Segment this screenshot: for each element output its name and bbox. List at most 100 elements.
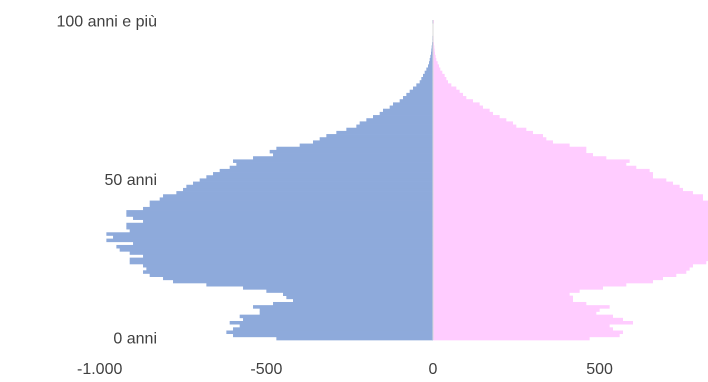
bar-left-age-63 — [319, 137, 433, 141]
bar-right-age-90 — [433, 51, 435, 56]
bar-right-age-81 — [433, 80, 448, 84]
bar-left-age-13 — [286, 295, 433, 300]
bar-right-age-4 — [433, 324, 610, 328]
bar-left-age-53 — [219, 168, 433, 173]
bar-left-age-30 — [133, 241, 433, 246]
bar-left-age-42 — [149, 203, 433, 208]
bar-right-age-21 — [433, 270, 687, 274]
bar-left-age-27 — [129, 251, 433, 255]
bar-right-age-13 — [433, 295, 573, 300]
bar-right-age-63 — [433, 137, 547, 141]
bar-left-age-83 — [423, 73, 433, 78]
bar-left-age-33 — [106, 232, 434, 236]
bar-right-age-18 — [433, 279, 653, 284]
bar-right-age-14 — [433, 292, 570, 296]
bar-left-age-92 — [431, 45, 433, 49]
bar-left-age-81 — [419, 80, 433, 84]
bar-left-age-91 — [431, 48, 433, 53]
bar-left-age-1 — [233, 333, 433, 338]
bar-right-age-66 — [433, 127, 527, 132]
bar-right-age-24 — [433, 260, 707, 265]
bar-left-age-50 — [199, 178, 433, 182]
bar-left-age-7 — [239, 314, 433, 319]
bar-left-age-8 — [259, 311, 433, 316]
bar-left-age-23 — [143, 263, 433, 268]
bar-left-age-55 — [236, 162, 433, 167]
bar-right-age-23 — [433, 263, 693, 268]
bar-left-age-52 — [213, 172, 433, 176]
bar-right-age-87 — [433, 61, 438, 65]
bar-right-age-0 — [433, 336, 590, 341]
bar-left-age-17 — [206, 282, 433, 287]
bar-right-age-15 — [433, 289, 580, 293]
bar-right-age-11 — [433, 301, 587, 306]
bar-left-age-6 — [243, 317, 433, 322]
bar-left-age-69 — [366, 118, 433, 122]
bar-right-age-26 — [433, 254, 708, 258]
bar-left-age-64 — [326, 134, 433, 138]
bar-right-age-92 — [433, 45, 435, 49]
bar-left-age-58 — [273, 153, 433, 157]
bar-right-age-67 — [433, 124, 517, 129]
bar-left-age-9 — [259, 308, 433, 312]
bar-right-age-91 — [433, 48, 435, 53]
bar-right-age-32 — [433, 235, 708, 239]
bar-left-age-84 — [424, 70, 433, 75]
bar-right-age-84 — [433, 70, 443, 75]
bar-left-age-31 — [106, 238, 434, 243]
bar-left-age-85 — [426, 67, 433, 72]
bar-left-age-70 — [373, 115, 433, 119]
bar-right-age-10 — [433, 305, 610, 309]
bar-left-age-48 — [186, 184, 433, 189]
bar-left-age-82 — [421, 77, 433, 81]
bar-left-age-16 — [243, 286, 433, 290]
bar-right-age-62 — [433, 140, 553, 144]
bar-right-age-78 — [433, 89, 460, 94]
bar-left-age-79 — [413, 86, 433, 91]
bar-right-age-82 — [433, 77, 447, 81]
bar-right-age-65 — [433, 130, 533, 135]
bar-right-age-79 — [433, 86, 457, 91]
bar-left-age-47 — [183, 187, 433, 192]
bars-group — [106, 20, 708, 341]
bar-left-age-57 — [253, 156, 433, 160]
bar-left-age-44 — [159, 197, 433, 201]
bar-left-age-46 — [176, 191, 434, 195]
bar-right-age-38 — [433, 216, 708, 220]
bar-right-age-36 — [433, 222, 708, 227]
bar-left-age-56 — [233, 159, 433, 163]
bar-right-age-20 — [433, 273, 677, 277]
x-tick-labels: -1.500-1.000-50005001.0001.500 — [77, 361, 613, 378]
bar-left-age-74 — [393, 102, 433, 106]
bar-right-age-58 — [433, 153, 593, 157]
bar-left-age-28 — [119, 248, 433, 252]
y-tick-label: 100 anni e più — [56, 14, 157, 31]
bar-right-age-27 — [433, 251, 708, 255]
bar-left-age-26 — [143, 254, 433, 258]
bar-left-age-36 — [126, 222, 434, 227]
bar-right-age-41 — [433, 206, 708, 211]
x-tick-label: -500 — [250, 361, 282, 378]
bar-left-age-87 — [429, 61, 433, 65]
bar-left-age-65 — [336, 130, 433, 135]
bar-left-age-76 — [403, 96, 433, 100]
bar-right-age-55 — [433, 162, 627, 167]
y-tick-labels: 0 anni 50 anni 100 anni e più — [56, 14, 157, 348]
bar-right-age-16 — [433, 286, 603, 290]
bar-left-age-18 — [173, 279, 433, 284]
bar-right-age-2 — [433, 330, 623, 335]
bar-right-age-46 — [433, 191, 693, 195]
bar-left-age-71 — [379, 111, 433, 116]
bar-right-age-52 — [433, 172, 653, 176]
bar-right-age-43 — [433, 200, 708, 205]
bar-right-age-51 — [433, 175, 653, 179]
bar-right-age-77 — [433, 92, 463, 97]
bar-left-age-20 — [149, 273, 433, 277]
bar-right-age-57 — [433, 156, 607, 160]
bar-right-age-76 — [433, 96, 467, 100]
bar-right-age-19 — [433, 276, 663, 281]
bar-left-age-86 — [428, 64, 433, 68]
bar-right-age-25 — [433, 257, 708, 262]
